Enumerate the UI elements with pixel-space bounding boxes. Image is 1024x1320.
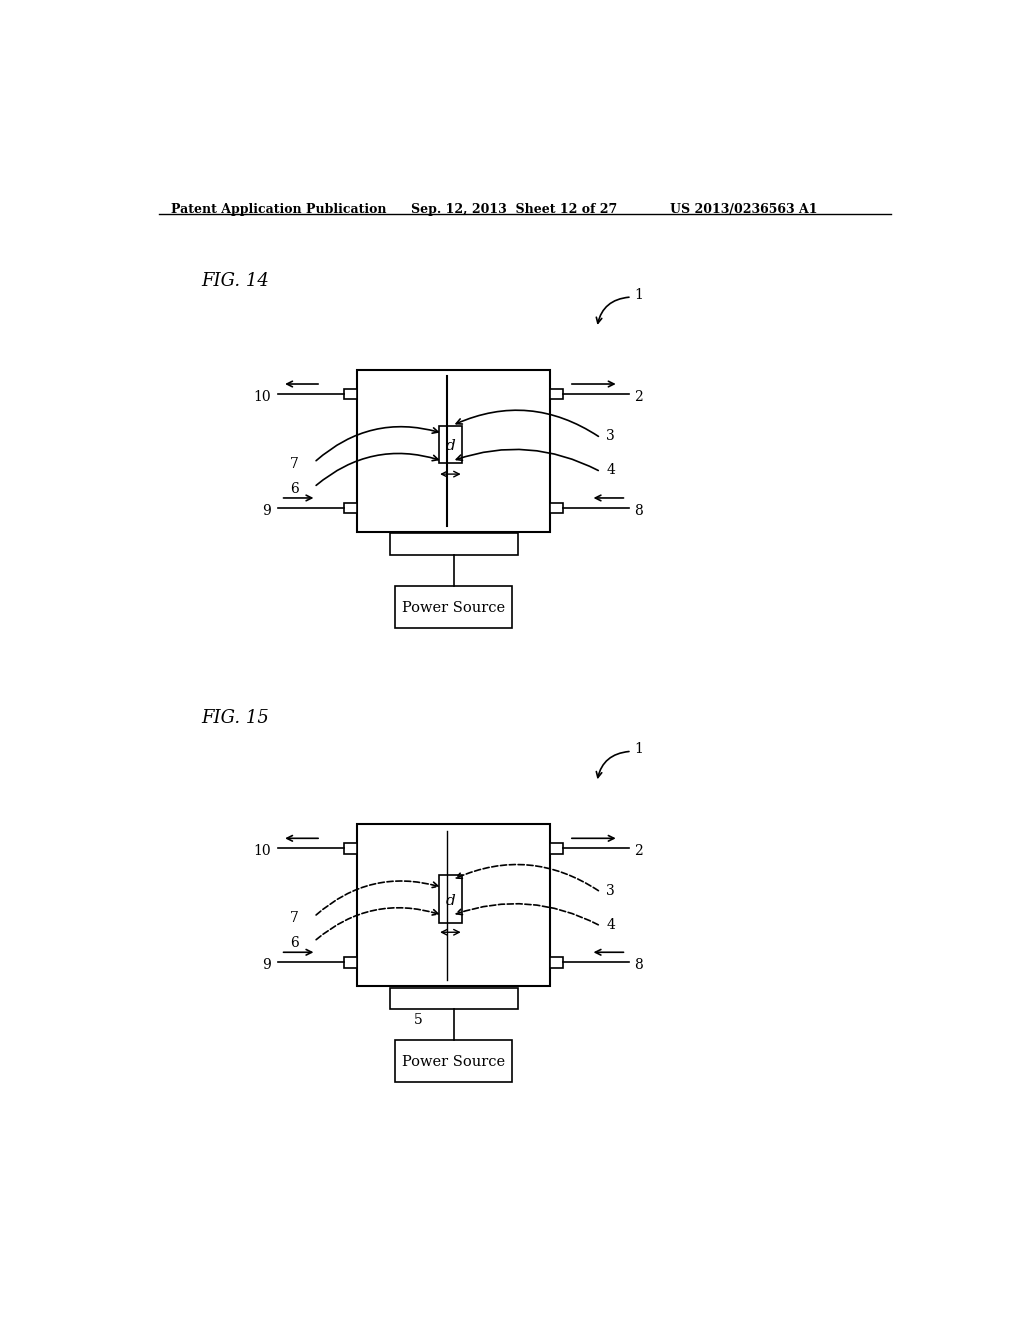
Text: US 2013/0236563 A1: US 2013/0236563 A1: [671, 203, 818, 216]
Text: FIG. 15: FIG. 15: [202, 709, 269, 727]
Bar: [344, 957, 356, 968]
Text: 3: 3: [606, 429, 615, 444]
Bar: [395, 586, 512, 628]
Bar: [344, 843, 356, 854]
Bar: [344, 388, 356, 400]
Text: 2: 2: [634, 845, 643, 858]
Text: 9: 9: [262, 504, 270, 517]
Bar: [390, 533, 518, 554]
Text: Sep. 12, 2013  Sheet 12 of 27: Sep. 12, 2013 Sheet 12 of 27: [411, 203, 617, 216]
Text: Patent Application Publication: Patent Application Publication: [171, 203, 386, 216]
Bar: [344, 503, 356, 513]
Bar: [550, 957, 563, 968]
Bar: [550, 843, 563, 854]
Bar: [395, 1040, 512, 1082]
Text: d: d: [445, 440, 456, 453]
Text: Power Source: Power Source: [402, 1056, 505, 1069]
Text: 6: 6: [290, 482, 299, 496]
Text: 1: 1: [634, 742, 643, 756]
Text: 10: 10: [253, 391, 270, 404]
Text: 7: 7: [290, 911, 299, 925]
Bar: [356, 825, 550, 986]
Text: 4: 4: [606, 463, 615, 478]
Bar: [550, 388, 563, 400]
Text: 6: 6: [290, 936, 299, 950]
Text: 5: 5: [415, 1014, 423, 1027]
Text: 8: 8: [634, 504, 643, 517]
Text: 9: 9: [262, 958, 270, 973]
Bar: [390, 987, 518, 1010]
Bar: [438, 875, 462, 923]
Text: 1: 1: [634, 288, 643, 302]
Bar: [550, 503, 563, 513]
Text: 4: 4: [606, 917, 615, 932]
Text: 10: 10: [253, 845, 270, 858]
Text: FIG. 14: FIG. 14: [202, 272, 269, 290]
Bar: [356, 370, 550, 532]
Bar: [438, 426, 462, 463]
Text: 2: 2: [634, 391, 643, 404]
Text: d: d: [445, 894, 456, 908]
Text: Power Source: Power Source: [402, 601, 505, 615]
Text: 7: 7: [290, 457, 299, 471]
Text: 3: 3: [606, 883, 615, 898]
Text: 8: 8: [634, 958, 643, 973]
